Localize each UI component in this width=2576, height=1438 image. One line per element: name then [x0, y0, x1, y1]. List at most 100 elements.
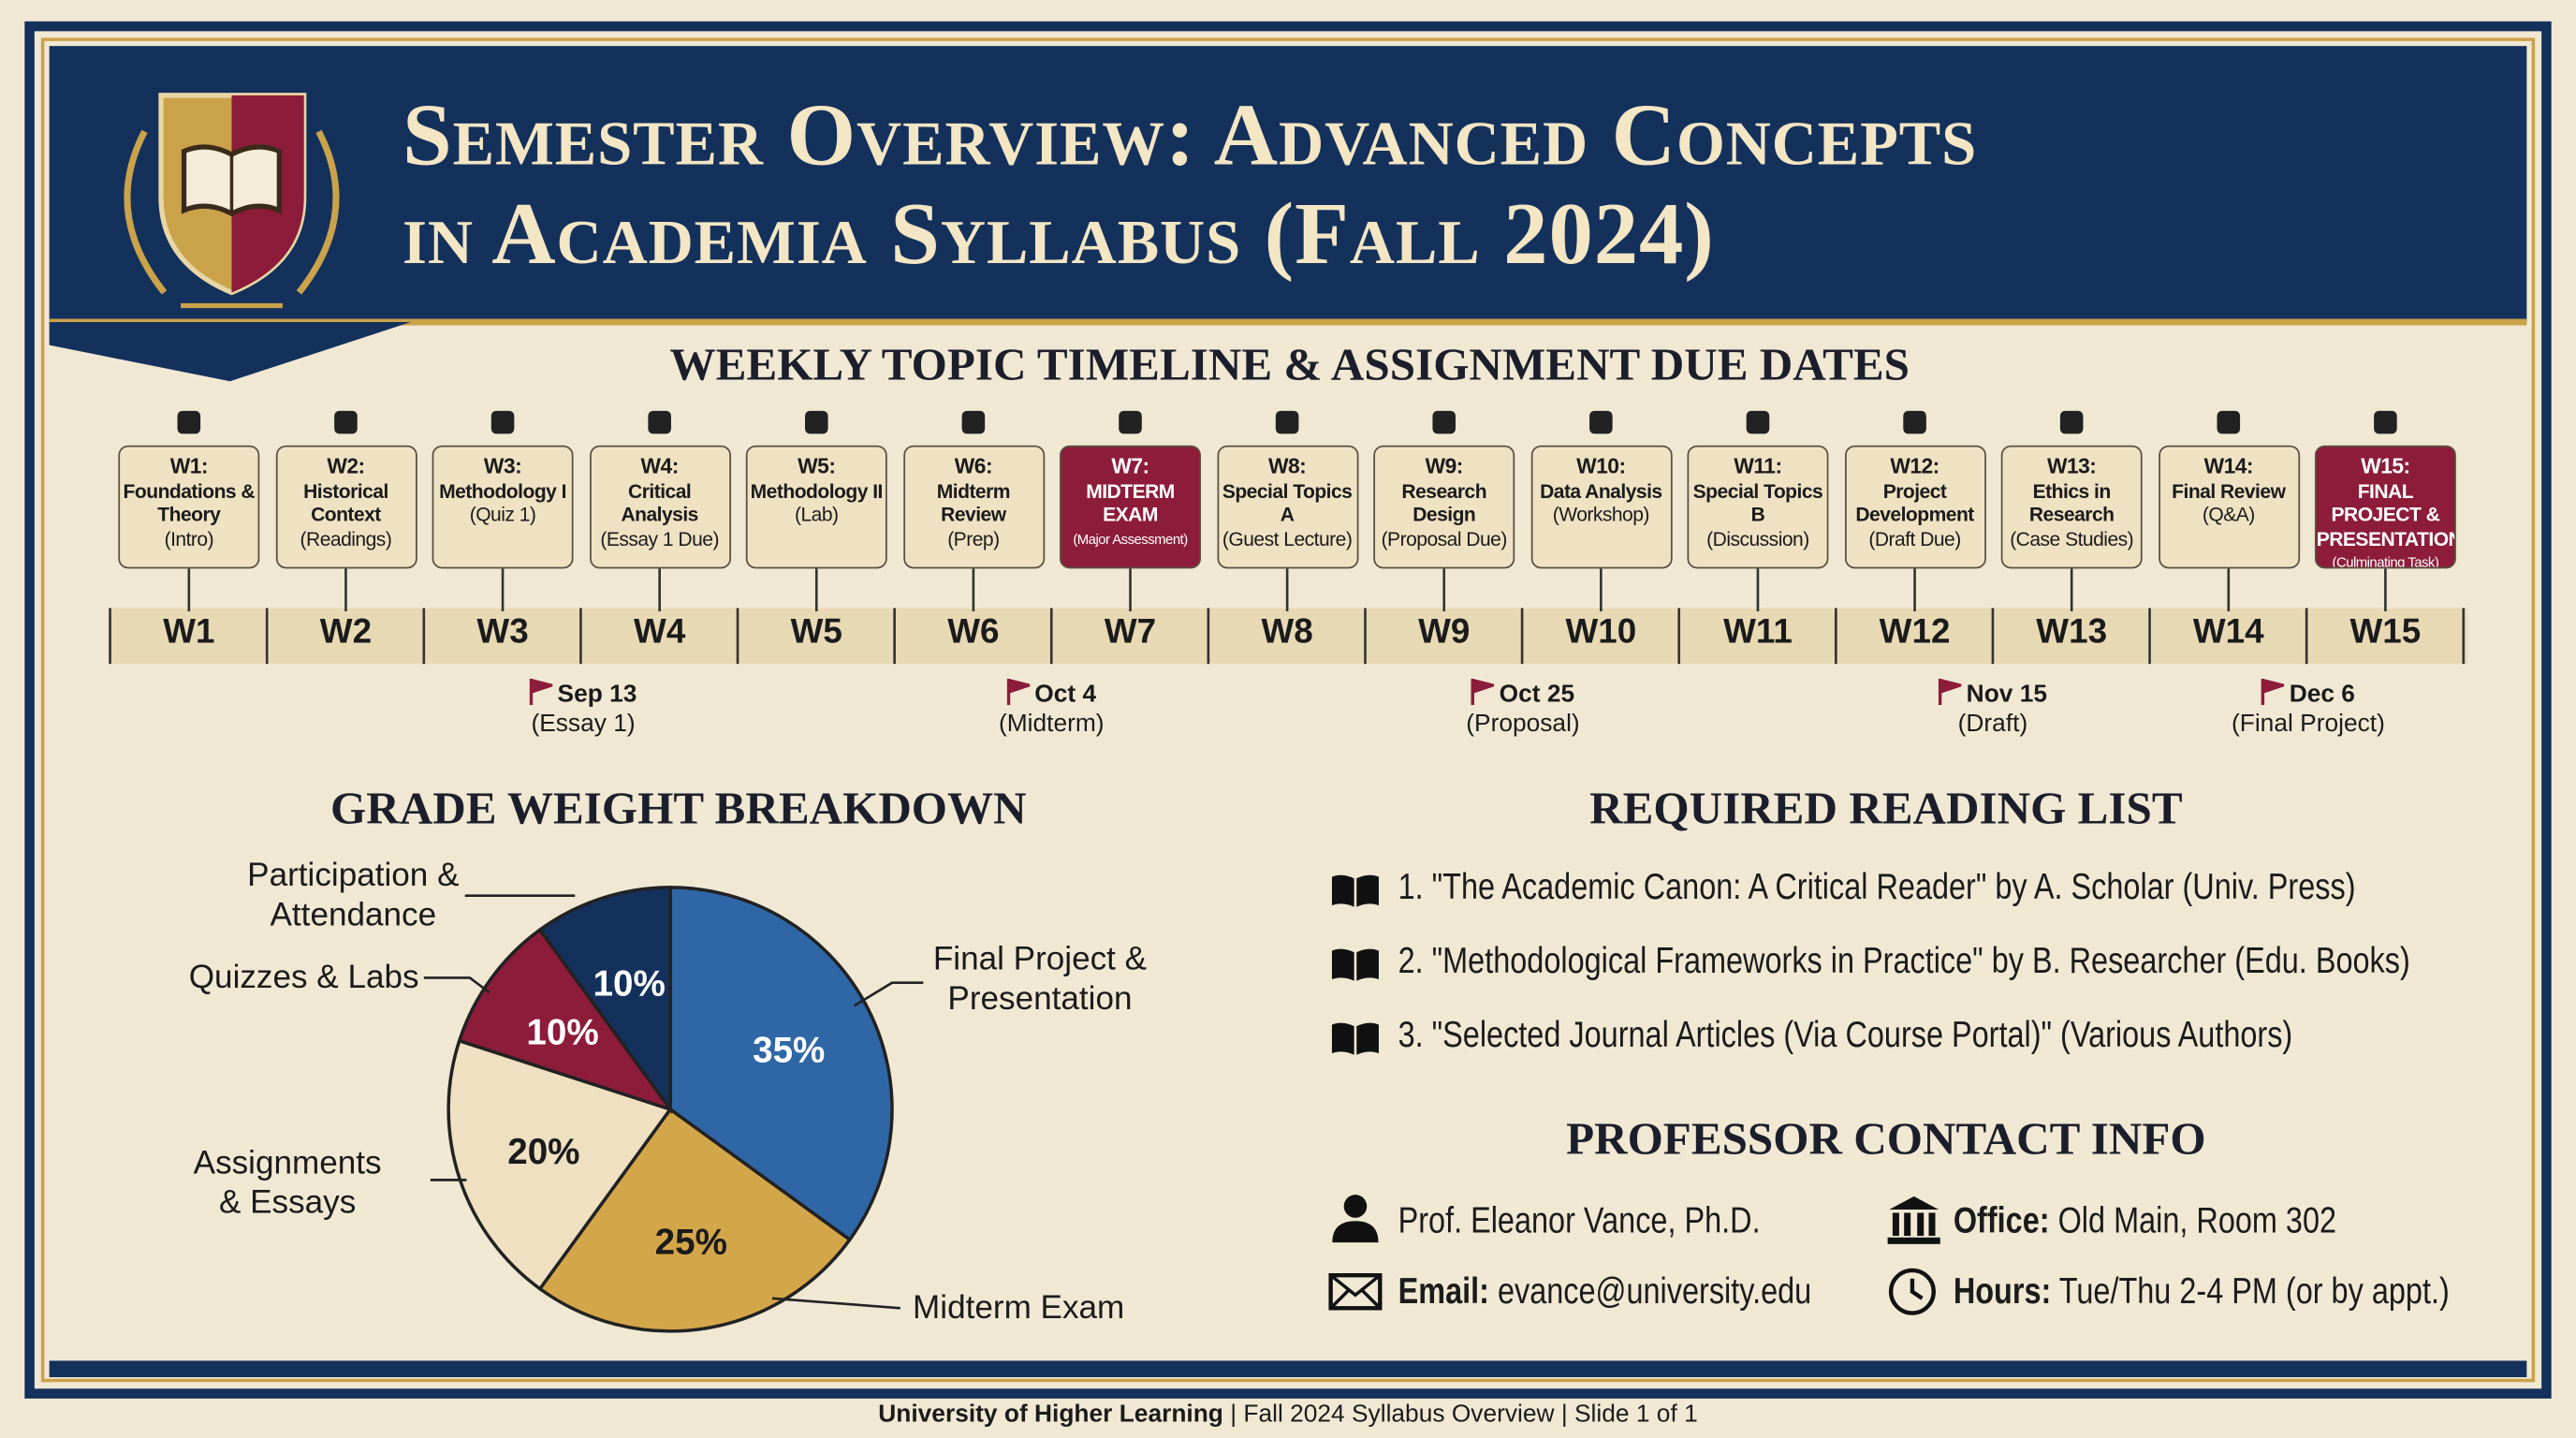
- week-axis-label: W6: [947, 612, 1000, 652]
- week-topic: Methodology II: [750, 478, 884, 503]
- contact-value: Old Main, Room 302: [2057, 1199, 2337, 1241]
- flag: [529, 678, 557, 706]
- contact-value: evance@university.edu: [1497, 1269, 1812, 1312]
- week-card: W9: Research Design (Proposal Due): [1373, 445, 1515, 569]
- category-label: Assignments & Essays: [193, 1145, 382, 1222]
- week-axis-label: W15: [2349, 612, 2422, 652]
- pie-slice: [668, 886, 894, 1242]
- leader-line: [853, 981, 924, 1007]
- week-topic: Data Analysis: [1540, 478, 1662, 503]
- week-note: (Draft Due): [1868, 526, 1961, 550]
- week-icon: [1589, 410, 1613, 434]
- week-card: W12: Project Development (Draft Due): [1844, 445, 1986, 569]
- week-code: W13:: [2046, 453, 2097, 478]
- reading-item: 1. "The Academic Canon: A Critical Reade…: [1398, 866, 2356, 907]
- week-icon: [648, 410, 671, 434]
- week-axis-label: W3: [476, 612, 529, 652]
- week-axis-label: W4: [634, 612, 686, 652]
- book-shape: [1329, 1020, 1382, 1059]
- book-icon: [1329, 873, 1382, 911]
- week-axis-label: W1: [163, 612, 215, 652]
- week-card: W5: Methodology II (Lab): [745, 445, 887, 569]
- week-note: (Intro): [164, 526, 214, 550]
- week-note: (Major Assessment): [1073, 530, 1188, 547]
- footer-text: | Fall 2024 Syllabus Overview | Slide 1 …: [1230, 1400, 1698, 1429]
- flag: [2261, 678, 2289, 706]
- week-icon: [1903, 410, 1926, 434]
- deadline-date-row: Nov 15: [1938, 678, 2047, 710]
- week-code: W15:: [2361, 453, 2410, 478]
- week-card: W14: Final Review (Q&A): [2158, 445, 2300, 569]
- week-card: W3: Methodology I (Quiz 1): [432, 445, 574, 569]
- week-card: W15: FINAL PROJECT & PRESENTATION (Culmina…: [2314, 445, 2456, 569]
- week-card: W13: Ethics in Research (Case Studies): [2000, 445, 2143, 569]
- flag-shape: [1006, 678, 1034, 706]
- week-note: (Guest Lecture): [1222, 526, 1353, 550]
- week-note: (Culminating Task): [2332, 553, 2439, 569]
- week-icon: [490, 410, 515, 434]
- deadline-date: Dec 6: [2289, 680, 2355, 709]
- deadline-item: (Midterm): [998, 710, 1105, 739]
- value-label: 10%: [526, 1012, 598, 1052]
- week-card: W1: Foundations & Theory (Intro): [118, 445, 260, 569]
- flag-shape: [1471, 678, 1499, 706]
- week-axis-label: W13: [2036, 612, 2108, 652]
- week-topic: Final Review: [2172, 478, 2286, 503]
- contact-label: Hours:: [1953, 1269, 2052, 1312]
- category-label: Midterm Exam: [913, 1289, 1125, 1327]
- week-card: W11: Special Topics B (Discussion): [1687, 445, 1829, 569]
- week-icon: [334, 410, 358, 434]
- deadline-date-row: Dec 6: [2232, 678, 2385, 710]
- week-axis-label: W2: [319, 612, 373, 652]
- value-label: 20%: [507, 1132, 579, 1172]
- week-note: (Essay 1 Due): [600, 526, 719, 550]
- week-code: W5:: [798, 453, 836, 478]
- week-icon: [2059, 410, 2084, 434]
- week-note: (Quiz 1): [469, 503, 536, 526]
- week-topic: MIDTERM EXAM: [1086, 478, 1175, 526]
- week-topic: FINAL PROJECT & PRESENTATION: [2316, 478, 2456, 550]
- week-topic: Foundations & Theory: [123, 478, 256, 526]
- week-icon: [804, 410, 828, 434]
- deadline-item: (Draft): [1957, 710, 2028, 739]
- reading-row: 2. "Methodological Frameworks in Practic…: [1398, 940, 2576, 983]
- category-label: Final Project & Presentation: [932, 941, 1148, 1018]
- category-label: Quizzes & Labs: [188, 960, 419, 996]
- deadline: Oct 4 (Midterm): [998, 678, 1105, 740]
- week-note: (Readings): [300, 526, 392, 550]
- chart-title: GRADE WEIGHT BREAKDOWN: [330, 784, 1027, 835]
- flag: [1471, 678, 1499, 706]
- week-card: W7: MIDTERM EXAM (Major Assessment): [1060, 445, 1201, 569]
- week-axis-label: W5: [790, 612, 842, 652]
- deadline-date: Oct 25: [1499, 680, 1575, 709]
- week-topic: Special Topics B: [1692, 478, 1823, 526]
- value-label: 35%: [753, 1030, 825, 1070]
- deadline: Sep 13 (Essay 1): [529, 678, 637, 740]
- week-topic: Methodology I: [439, 478, 567, 503]
- reading-row: 1. "The Academic Canon: A Critical Reade…: [1398, 866, 2539, 909]
- week-topic: Midterm Review: [936, 478, 1011, 526]
- value-label: 25%: [655, 1222, 727, 1262]
- deadline: Oct 25 (Proposal): [1466, 678, 1580, 740]
- week-topic: Ethics in Research: [2028, 478, 2115, 526]
- week-note: (Case Studies): [2010, 526, 2134, 550]
- deadline-date: Oct 4: [1034, 680, 1097, 709]
- week-topic: Project Development: [1855, 478, 1974, 526]
- week-topic: Special Topics A: [1222, 478, 1353, 526]
- pie-slice: [537, 1107, 853, 1333]
- week-topic: Historical Context: [303, 478, 388, 526]
- week-note: (Workshop): [1552, 503, 1650, 526]
- leader-line: [771, 1297, 900, 1310]
- week-axis-label: W14: [2192, 612, 2264, 652]
- week-axis-label: W9: [1418, 612, 1471, 652]
- week-code: W4:: [640, 453, 680, 478]
- reading-item: 2. "Methodological Frameworks in Practic…: [1398, 940, 2410, 981]
- flag-shape: [529, 678, 557, 706]
- deadline-date-row: Sep 13: [529, 678, 637, 710]
- week-card: W10: Data Analysis (Workshop): [1530, 445, 1672, 569]
- contact-icons: [1328, 1195, 1383, 1311]
- week-topic: Critical Analysis: [621, 478, 698, 526]
